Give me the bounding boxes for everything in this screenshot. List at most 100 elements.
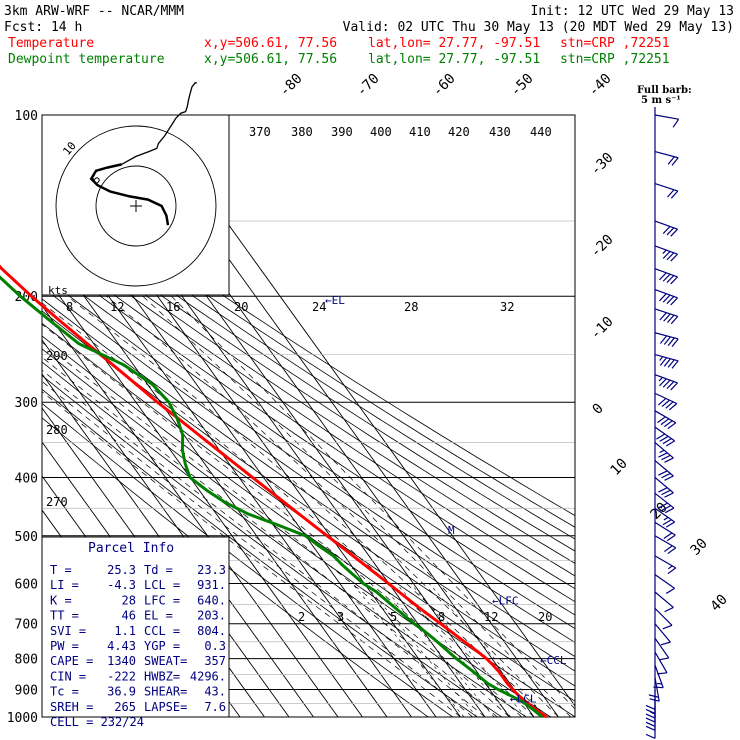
mixing-ratio-line [364, 583, 478, 717]
parcel-info-frame [41, 536, 230, 718]
wind-barb-full [645, 733, 656, 739]
wind-barb [654, 114, 680, 128]
wind-barb-full [671, 360, 679, 369]
parcel-info-value: 1.1 [114, 624, 136, 638]
wind-barb-full [661, 505, 672, 511]
wind-barb-full [670, 315, 679, 325]
isotherm-label: -70 [354, 71, 383, 100]
wind-barb [654, 507, 676, 528]
hodograph-ring [95, 165, 177, 247]
wind-barb [654, 535, 677, 555]
wind-barb-full [662, 438, 672, 445]
theta-label: 290 [46, 349, 68, 363]
parcel-info-key: LAPSE= [144, 700, 187, 714]
pressure-tick-label: 800 [15, 653, 38, 668]
isotherm-label: -30 [588, 150, 617, 179]
wind-barb-full [659, 312, 667, 321]
wind-barb-staff [654, 574, 676, 589]
wind-barb-full [668, 403, 678, 411]
moist-adiabat [171, 295, 575, 710]
wind-barb-full [663, 336, 671, 345]
parcel-info-value: 357 [204, 654, 226, 668]
wind-barb-full [664, 606, 674, 613]
dewpoint-latlon: lat,lon= 27.77, -97.51 [368, 52, 540, 67]
wind-barbs [645, 107, 680, 739]
wind-barb-full [662, 226, 671, 234]
wind-barb [654, 308, 679, 325]
wind-barb-full [665, 401, 674, 409]
init-time: Init: 12 UTC Wed 29 May 13 [531, 4, 735, 19]
wind-barb-full [661, 489, 671, 496]
wind-barb-full [658, 502, 668, 509]
barb-label: Full barb: [637, 85, 692, 96]
hodograph-trace-upper [121, 82, 197, 165]
parcel-info-value: 265 [114, 700, 136, 714]
wind-barb-staff [654, 150, 679, 159]
theta-label: 410 [409, 125, 431, 139]
wind-barb-full [645, 717, 656, 723]
dewpoint-legend: Dewpoint temperature [8, 52, 165, 67]
wind-barb-full [663, 358, 671, 367]
parcel-info-value: -4.3 [107, 578, 136, 592]
wind-barb-full [662, 379, 671, 388]
moist-adiabat [42, 380, 474, 717]
wind-barb-full [653, 686, 664, 689]
wind-barb [648, 677, 660, 702]
wind-barb [654, 476, 674, 498]
isotherm-label: -80 [277, 71, 306, 100]
wind-barb-full [656, 433, 666, 440]
wind-barb [654, 651, 668, 675]
pressure-tick-label: 100 [15, 109, 38, 124]
wind-barb-full [662, 519, 672, 526]
wind-barb [654, 574, 676, 594]
wind-barb [654, 392, 678, 411]
wind-barb [654, 426, 676, 447]
wind-barb-staff [654, 308, 679, 317]
isotherm-label: -50 [508, 71, 537, 100]
wind-barb-full [667, 156, 675, 165]
wind-barb-staff [654, 651, 668, 674]
pressure-tick-label: 400 [15, 471, 38, 486]
parcel-info-key: LCL = [144, 578, 180, 592]
theta-label: 390 [331, 125, 353, 139]
wind-barb-full [658, 452, 668, 458]
wind-barb-staff [654, 460, 674, 477]
theta-label: 280 [46, 423, 68, 437]
wind-barb [654, 607, 673, 630]
barb-unit: 5 m s⁻¹ [641, 95, 681, 106]
wind-barb [645, 714, 656, 739]
wind-barb-full [661, 399, 670, 408]
wind-barb-full [645, 713, 656, 719]
mixing-ratio-label: 2 [298, 610, 305, 624]
wind-barb-full [659, 357, 668, 366]
wind-barb-full [659, 378, 667, 387]
wind-barb-full [658, 657, 669, 661]
hodograph-speed-tick: 32 [500, 300, 514, 314]
wind-barb-staff [654, 591, 674, 608]
parcel-info-key: YGP = [144, 639, 180, 653]
wind-barb-full [671, 338, 679, 348]
wind-barb-full [670, 297, 678, 306]
parcel-info-value: 804. [197, 624, 226, 638]
wind-barb-staff [654, 637, 670, 659]
wind-barb-full [667, 567, 677, 575]
wind-barb-full [662, 294, 671, 303]
wind-barb-full [659, 335, 668, 344]
isotherm-label: -60 [430, 71, 459, 100]
wind-barb-full [658, 397, 667, 406]
mixing-ratio-label: 8 [438, 610, 445, 624]
wind-barb-full [664, 545, 673, 553]
wind-barb-full [670, 276, 678, 285]
wind-barb-staff [654, 521, 676, 536]
wind-barb [654, 268, 678, 285]
parcel-info-key: LFC = [144, 593, 180, 607]
wind-barb-full [661, 472, 671, 479]
wind-barb-full [664, 457, 674, 463]
wind-barb-staff [654, 623, 671, 643]
mixing-ratio-label: 3 [337, 610, 344, 624]
wind-barb-staff [654, 220, 678, 230]
parcel-info-key: LI = [50, 578, 79, 592]
parcel-info-value: 1340 [107, 654, 136, 668]
parcel-info-key: K = [50, 593, 72, 607]
